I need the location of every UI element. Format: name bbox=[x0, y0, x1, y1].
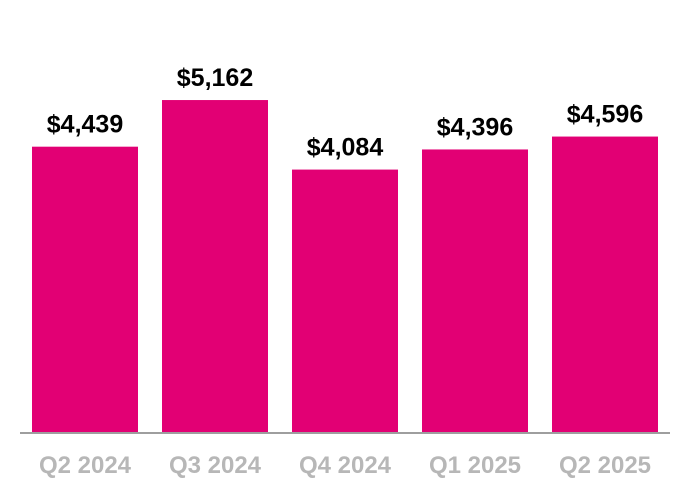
value-label-3: $4,396 bbox=[437, 113, 513, 141]
category-labels-group: Q2 2024 Q3 2024 Q4 2024 Q1 2025 Q2 2025 bbox=[39, 452, 651, 479]
category-label-0: Q2 2024 bbox=[39, 452, 132, 479]
category-label-3: Q1 2025 bbox=[429, 452, 521, 479]
value-labels-group: $4,439 $5,162 $4,084 $4,396 $4,596 bbox=[47, 64, 643, 162]
value-label-1: $5,162 bbox=[177, 64, 253, 92]
value-label-0: $4,439 bbox=[47, 111, 123, 139]
bar-3 bbox=[422, 149, 528, 433]
value-label-4: $4,596 bbox=[567, 101, 643, 129]
bars-group bbox=[32, 100, 658, 434]
value-label-2: $4,084 bbox=[307, 134, 384, 162]
bar-0 bbox=[32, 146, 138, 433]
category-label-2: Q4 2024 bbox=[299, 452, 392, 479]
bar-1 bbox=[162, 100, 268, 434]
bar-2 bbox=[292, 169, 398, 433]
category-label-4: Q2 2025 bbox=[559, 452, 651, 479]
category-label-1: Q3 2024 bbox=[169, 452, 262, 479]
bar-4 bbox=[552, 136, 658, 434]
